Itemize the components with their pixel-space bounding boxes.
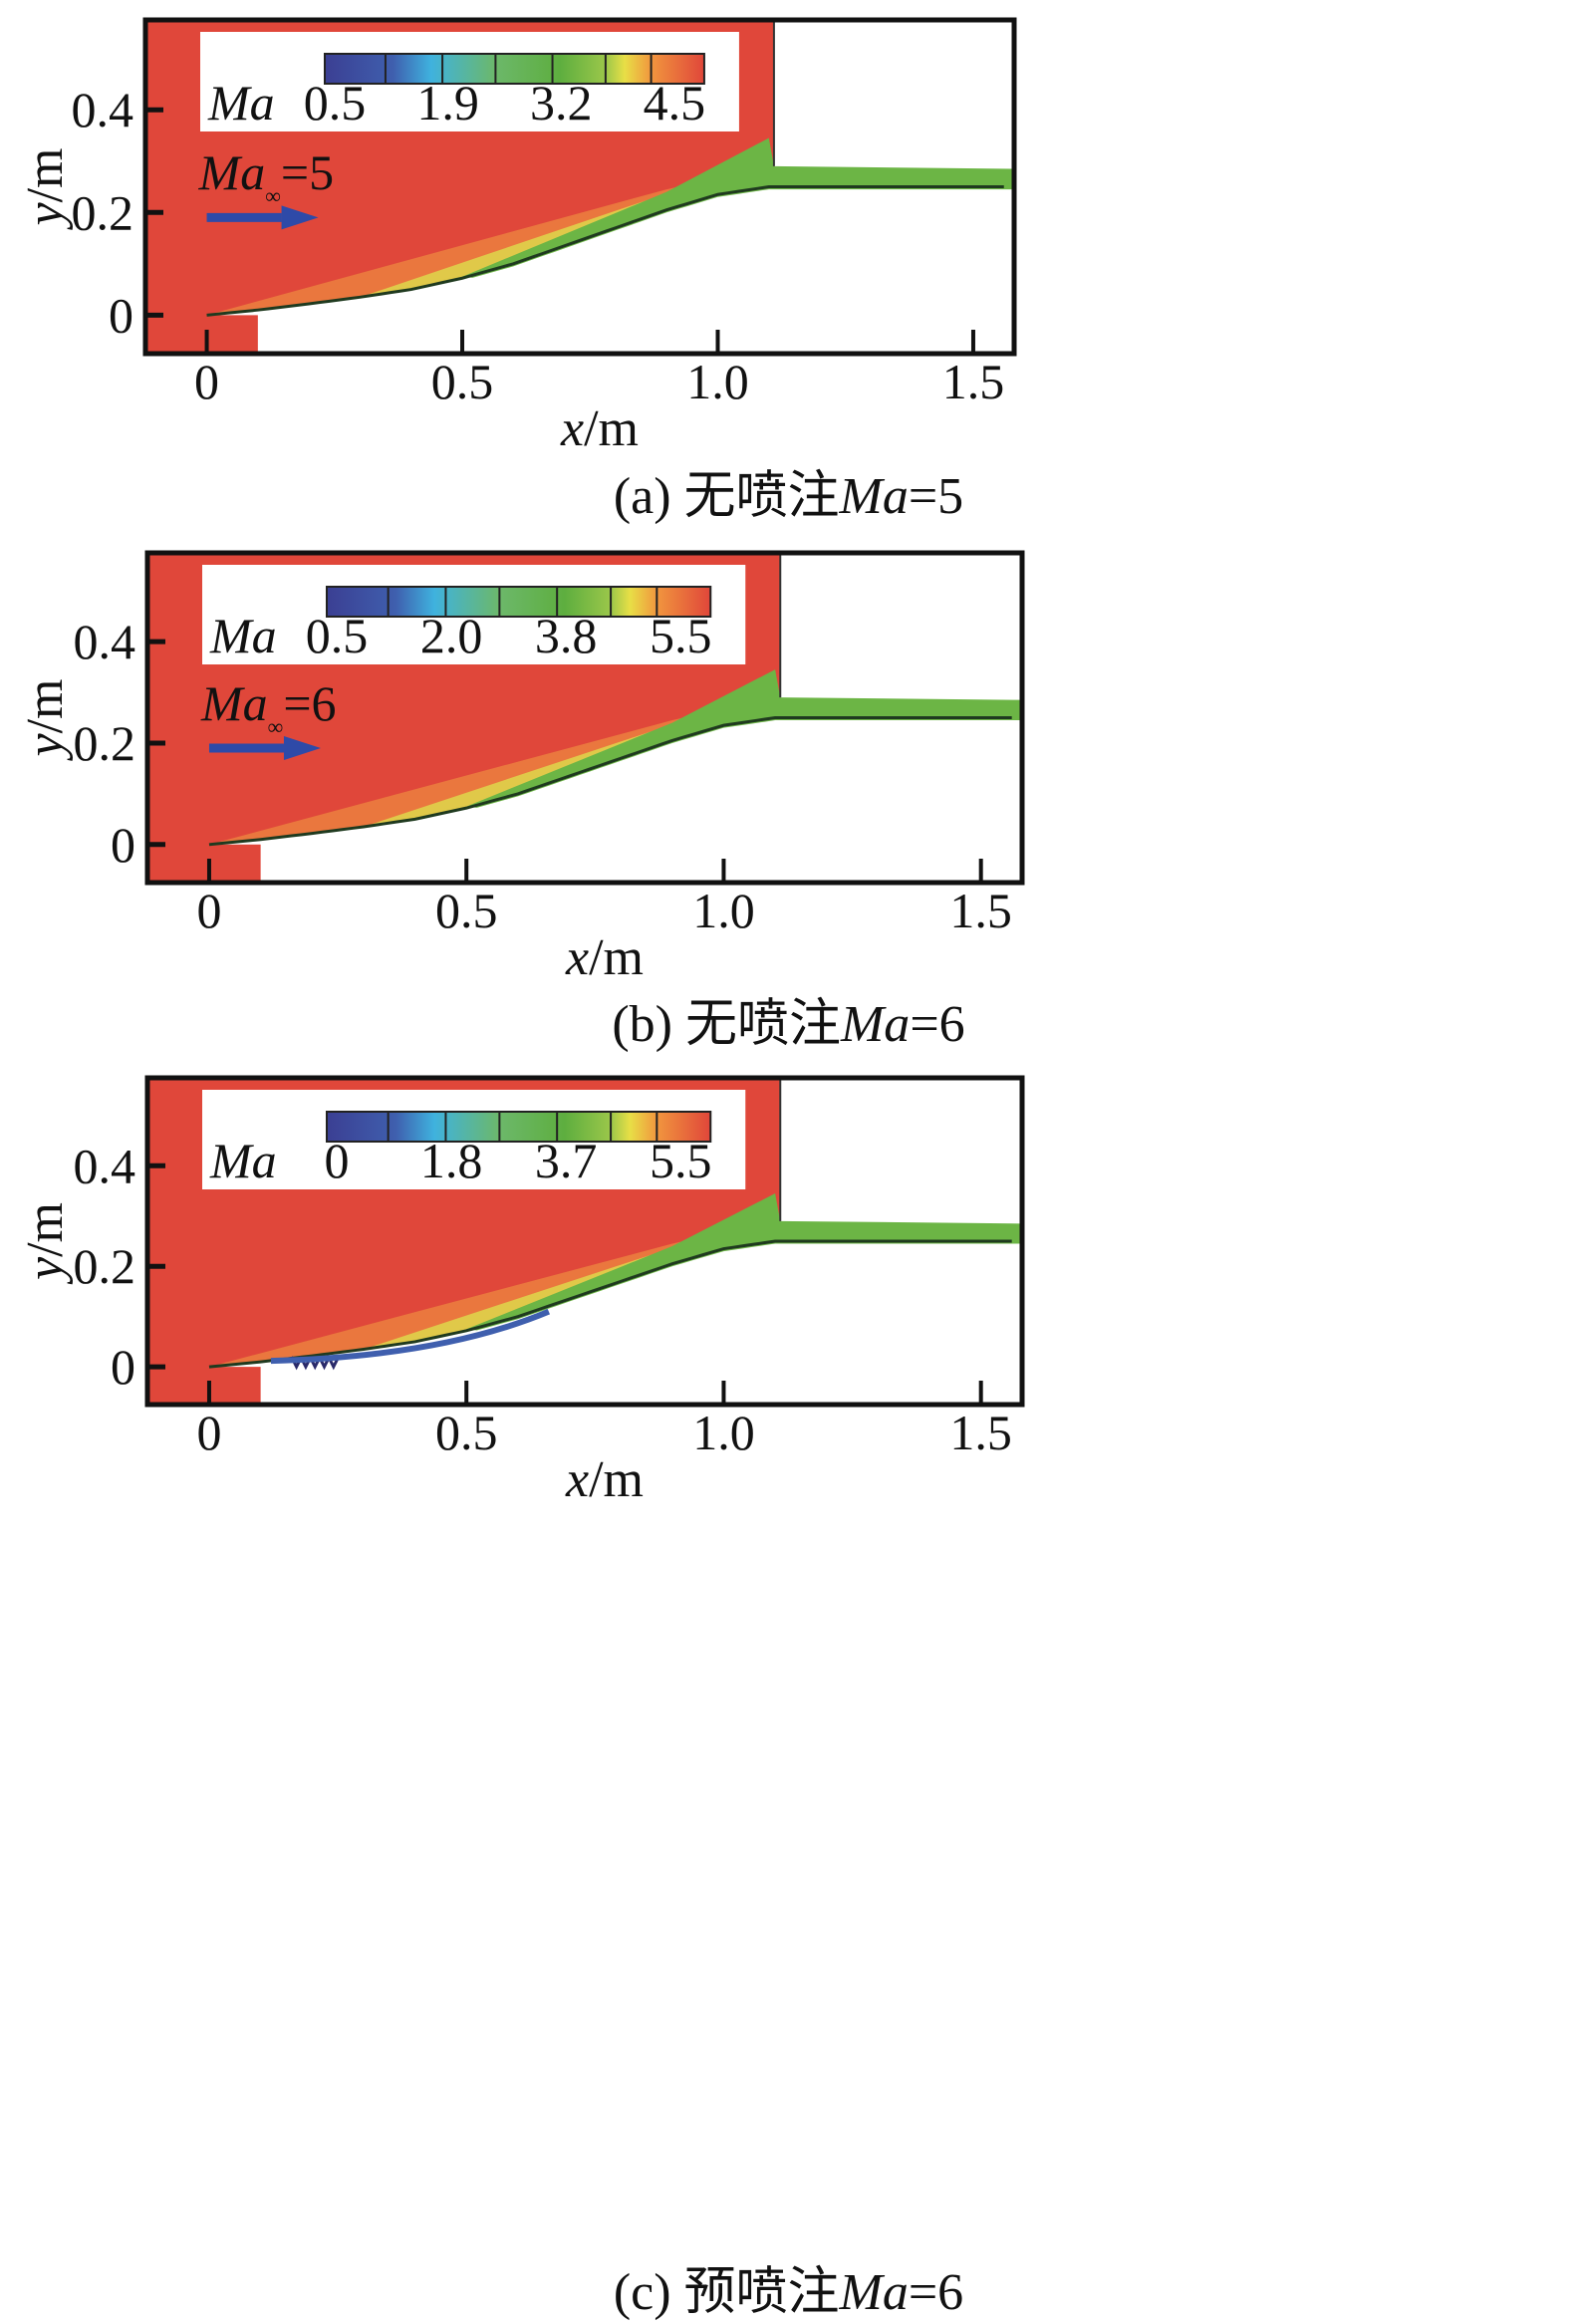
y-tick-label: 0	[109, 287, 133, 343]
freestream-label-val: =5	[281, 144, 334, 200]
contour-plot-b: Ma 0.5 2.0 3.8 5.5Ma∞=60 0.5 1.0 1.500.20.4x/my…	[17, 550, 1025, 986]
x-tick-label: 1.5	[949, 1405, 1012, 1460]
colorbar-tick-label: 1.8	[420, 1133, 483, 1188]
x-axis-var: x	[565, 929, 589, 986]
colorbar-label: Ma	[209, 608, 277, 663]
caption-a-suffix: =5	[908, 468, 964, 525]
x-tick-label: 1.0	[692, 1405, 755, 1460]
contour-plot-a: Ma 0.5 1.9 3.2 4.5Ma∞=50 0.5 1.0 1.500.20.4x/my…	[17, 17, 1017, 457]
y-tick-label: 0.2	[74, 1238, 136, 1294]
colorbar-label: Ma	[209, 1133, 277, 1188]
plot-frame	[144, 550, 1025, 886]
x-tick-label: 1.5	[949, 883, 1012, 938]
y-tick-label: 0.4	[74, 1138, 136, 1193]
x-axis-label: x/m	[560, 400, 639, 457]
compression-layer	[208, 697, 776, 845]
ramp-surface	[206, 185, 1004, 317]
freestream-label-var: Ma	[198, 144, 266, 200]
y-axis-unit: /m	[17, 679, 74, 734]
y-axis-var: y	[17, 1256, 74, 1285]
plot-frame	[144, 1075, 1025, 1408]
colorbar-tick-label: 0	[325, 1133, 350, 1188]
x-axis-label: x/m	[565, 929, 644, 986]
colorbar-tick-label: 0.5	[304, 75, 367, 130]
x-axis-unit: /m	[589, 929, 644, 986]
colorbar-label: Ma	[207, 75, 275, 130]
caption-b: (b) 无喷注Ma=6	[0, 981, 1577, 1056]
y-tick-label: 0.4	[72, 82, 134, 137]
caption-c-prefix: (c) 预喷注	[613, 2264, 840, 2321]
ramp-surface	[208, 716, 1012, 847]
freestream-label: Ma∞=6	[200, 675, 337, 739]
caption-a-ma: Ma	[839, 468, 909, 525]
freestream-arrow-head	[283, 736, 321, 761]
y-axis-label: y/m	[17, 679, 74, 762]
colorbar-tick-label: 2.0	[420, 608, 483, 663]
caption-b-ma: Ma	[840, 996, 911, 1053]
y-tick-label: 0	[111, 1339, 135, 1395]
y-axis-label: y/m	[17, 148, 74, 231]
colorbar-tick-label: 3.7	[535, 1133, 598, 1188]
injection-jet	[270, 1308, 551, 1365]
colorbar-tick-label: 4.5	[644, 75, 706, 130]
panel-a: Ma 0.5 1.9 3.2 4.5 Ma∞=5 0 0.5 1.0 1.5 0 0.2 0.4 x/m y…	[0, 0, 1577, 538]
x-tick-label: 0	[196, 883, 221, 938]
colorbar-tick-label: 0.5	[306, 608, 369, 663]
caption-b-prefix: (b) 无喷注	[612, 996, 841, 1053]
compression-layer	[206, 165, 769, 316]
y-axis-unit: /m	[17, 148, 74, 203]
y-axis-var: y	[17, 202, 74, 231]
ramp-surface	[208, 1239, 1012, 1369]
isolator-flow	[466, 669, 1022, 808]
isolator-flow	[466, 1193, 1022, 1331]
caption-a-prefix: (a) 无喷注	[613, 468, 840, 525]
y-tick-label: 0	[111, 817, 135, 873]
colorbar	[326, 1111, 712, 1143]
caption-c-ma: Ma	[839, 2264, 909, 2321]
colorbar	[326, 586, 712, 618]
x-tick-label: 0.5	[431, 354, 494, 409]
caption-c-suffix: =6	[908, 2264, 964, 2321]
caption-b-suffix: =6	[910, 996, 965, 1053]
x-tick-label: 1.0	[692, 883, 755, 938]
colorbar-tick-label: 1.9	[416, 75, 479, 130]
colorbar-tick-label: 5.5	[650, 1133, 712, 1188]
panel-b: Ma 0.5 2.0 3.8 5.5 Ma∞=6 0 0.5 1.0 1.5 0 0.2 0.4 x/m y…	[0, 0, 1577, 1066]
freestream-label-sub: ∞	[268, 714, 284, 739]
y-tick-label: 0.2	[72, 184, 134, 240]
x-axis-label: x/m	[565, 1451, 644, 1508]
caption-a: (a) 无喷注Ma=5	[0, 453, 1577, 528]
freestream-label-sub: ∞	[265, 183, 281, 208]
x-tick-label: 0.5	[435, 1405, 498, 1460]
x-tick-label: 0.5	[435, 883, 498, 938]
x-axis-var: x	[565, 1451, 589, 1508]
freestream-label-var: Ma	[200, 675, 268, 731]
x-tick-label: 1.5	[942, 354, 1005, 409]
caption-c: (c) 预喷注Ma=6	[0, 2249, 1577, 2324]
y-axis-var: y	[17, 733, 74, 762]
x-axis-unit: /m	[584, 400, 639, 457]
compression-layer	[208, 1220, 776, 1368]
colorbar	[324, 53, 705, 85]
freestream-label-val: =6	[283, 675, 336, 731]
colorbar-tick-label: 5.5	[650, 608, 712, 663]
x-axis-var: x	[560, 400, 584, 457]
y-tick-label: 0.2	[74, 715, 136, 771]
y-axis-label: y/m	[17, 1202, 74, 1285]
freestream-arrow-head	[281, 205, 319, 230]
x-tick-label: 0	[194, 354, 219, 409]
x-axis-unit: /m	[589, 1451, 644, 1508]
x-tick-label: 1.0	[686, 354, 749, 409]
x-tick-label: 0	[196, 1405, 221, 1460]
plot-frame	[142, 17, 1017, 357]
y-tick-label: 0.4	[74, 614, 136, 669]
y-axis-unit: /m	[17, 1202, 74, 1257]
colorbar-tick-label: 3.2	[530, 75, 593, 130]
freestream-label: Ma∞=5	[198, 144, 335, 208]
isolator-flow	[462, 137, 1014, 278]
colorbar-tick-label: 3.8	[535, 608, 598, 663]
